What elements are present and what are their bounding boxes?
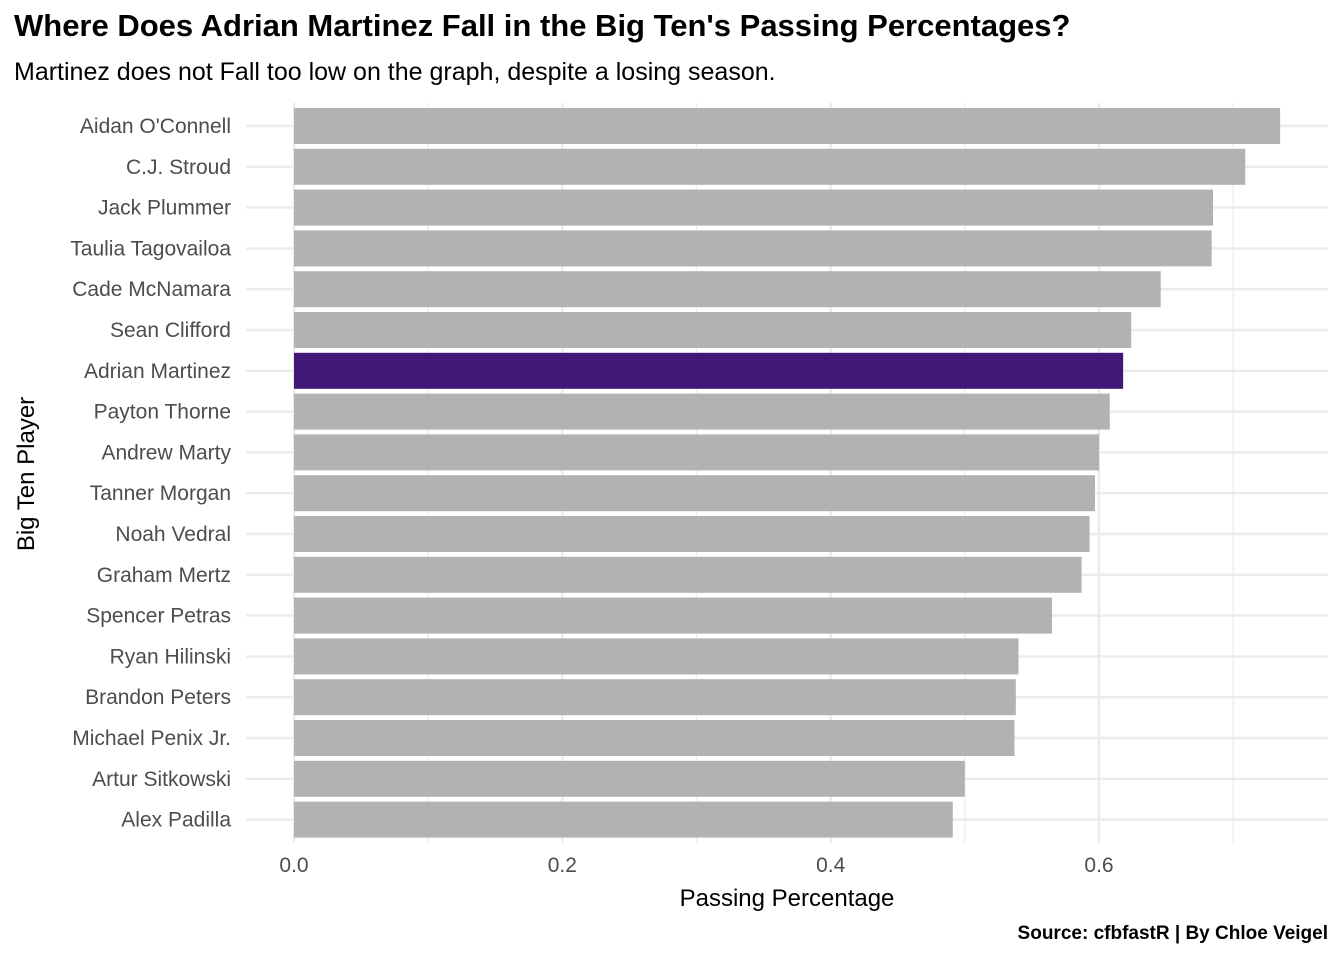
- y-tick-label: Ryan Hilinski: [110, 645, 231, 668]
- x-axis-title: Passing Percentage: [680, 885, 895, 912]
- x-tick-label: 0.6: [1084, 854, 1113, 877]
- y-tick-label: Graham Mertz: [97, 564, 231, 587]
- y-tick-label: Brandon Peters: [85, 686, 231, 709]
- y-tick-label: Alex Padilla: [121, 809, 231, 832]
- x-tick-label: 0.0: [279, 854, 308, 877]
- y-tick-labels: Aidan O'Connell C.J. Stroud Jack Plummer Ta…: [70, 115, 231, 832]
- bar-adrian-martinez: [294, 352, 1124, 389]
- bar-noah-vedral: [294, 516, 1090, 552]
- bar-payton-thorne: [294, 393, 1110, 430]
- x-tick-label: 0.2: [548, 854, 577, 877]
- chart-caption: Source: cfbfastR | By Chloe Veigel: [1017, 923, 1328, 944]
- bar-jack-plummer: [294, 189, 1214, 226]
- bar-taulia-tagovailoa: [294, 230, 1212, 267]
- chart-subtitle: Martinez does not Fall too low on the gr…: [14, 58, 776, 86]
- bar-tanner-morgan: [294, 475, 1095, 512]
- y-tick-label: Tanner Morgan: [90, 482, 231, 505]
- chart-title: Where Does Adrian Martinez Fall in the B…: [14, 8, 1071, 43]
- x-tick-label: 0.4: [816, 854, 846, 877]
- bar-brandon-peters: [294, 679, 1016, 716]
- bar-michael-penix-jr: [294, 720, 1015, 756]
- y-tick-label: Aidan O'Connell: [80, 115, 231, 138]
- y-tick-label: Taulia Tagovailoa: [70, 237, 231, 260]
- y-tick-label: Cade McNamara: [72, 278, 231, 301]
- y-tick-label: Spencer Petras: [86, 605, 231, 628]
- y-tick-label: Payton Thorne: [94, 401, 231, 424]
- bar-ryan-hilinski: [294, 638, 1019, 675]
- y-tick-label: Sean Clifford: [110, 319, 231, 342]
- bar-alex-padilla: [294, 801, 953, 838]
- y-tick-label: Jack Plummer: [98, 197, 231, 220]
- y-tick-label: Noah Vedral: [115, 523, 231, 546]
- y-tick-label: Andrew Marty: [101, 441, 231, 464]
- y-tick-label: C.J. Stroud: [126, 156, 231, 179]
- bar-c-j-stroud: [294, 148, 1246, 185]
- bar-graham-mertz: [294, 556, 1082, 593]
- bar-aidan-o-connell: [294, 108, 1281, 144]
- bar-spencer-petras: [294, 597, 1053, 634]
- bars: [294, 108, 1281, 838]
- bar-andrew-marty: [294, 434, 1099, 471]
- y-tick-label: Adrian Martinez: [84, 360, 231, 383]
- bar-sean-clifford: [294, 312, 1132, 348]
- y-axis-title: Big Ten Player: [13, 397, 40, 551]
- y-tick-label: Michael Penix Jr.: [72, 727, 231, 750]
- bar-cade-mcnamara: [294, 271, 1161, 308]
- y-tick-label: Artur Sitkowski: [92, 768, 231, 791]
- bar-artur-sitkowski: [294, 760, 965, 797]
- x-tick-labels: 0.0 0.2 0.4 0.6: [279, 854, 1113, 877]
